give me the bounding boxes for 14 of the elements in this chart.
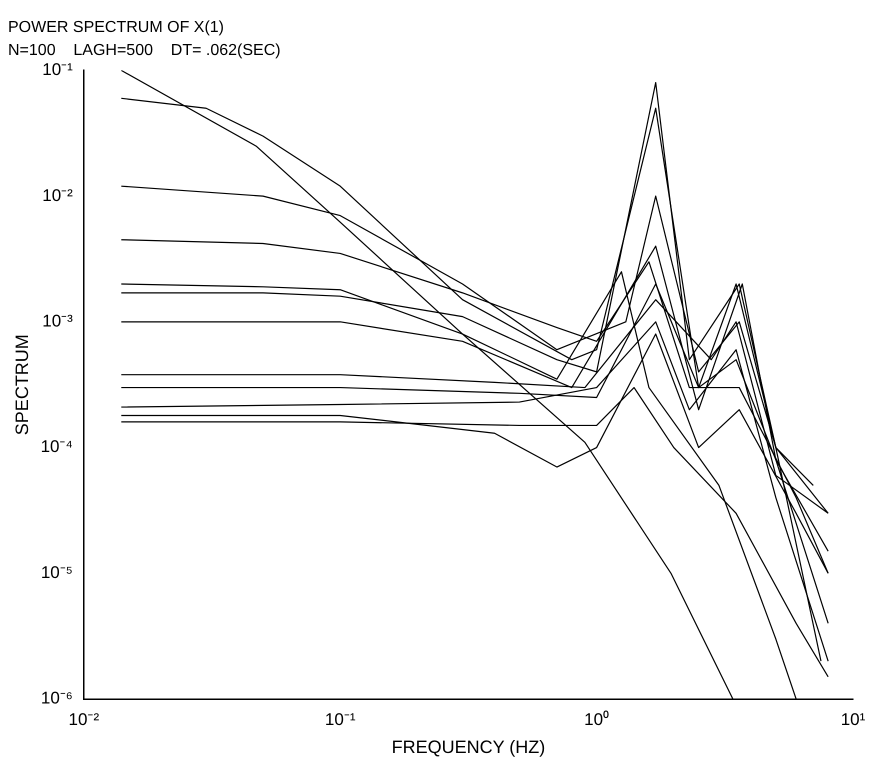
x-axis-title: FREQUENCY (HZ) [392,737,546,758]
x-tick-label: 10⁻¹ [324,710,356,729]
y-tick-label: 10⁻¹ [42,60,74,80]
x-tick-label: 10⁰ [584,710,610,729]
x-tick-label: 10¹ [840,710,866,729]
chart-subtitle: N=100 LAGH=500 DT= .062(SEC) [8,42,281,60]
y-tick-label: 10⁻⁵ [40,562,73,582]
y-tick-label: 10⁻⁴ [40,437,73,456]
x-tick-label: 10⁻² [68,710,100,729]
y-tick-label: 10⁻⁶ [40,688,73,708]
chart-title: POWER SPECTRUM OF X(1) [8,19,224,36]
y-axis-title: SPECTRUM [12,334,32,436]
y-tick-label: 10⁻² [42,186,74,205]
y-tick-label: 10⁻³ [42,312,74,331]
